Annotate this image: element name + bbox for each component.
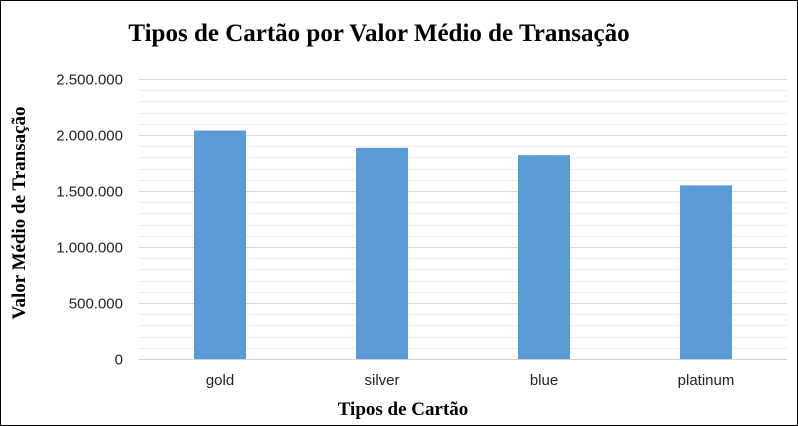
y-tick-label: 1.500.000 (56, 184, 123, 201)
y-tick-labels: 0 500.000 1.000.000 1.500.000 2.000.000 2.500… (56, 72, 123, 369)
x-tick-label-platinum: platinum (678, 372, 735, 389)
bar-silver (356, 147, 408, 359)
bar-blue (518, 155, 570, 359)
gridlines (139, 79, 787, 360)
x-axis-title: Tipos de Cartão (338, 399, 469, 420)
x-tick-label-blue: blue (530, 372, 558, 389)
y-tick-label: 1.000.000 (56, 240, 123, 257)
bar-platinum (680, 185, 732, 359)
y-tick-label: 500.000 (69, 296, 123, 313)
y-tick-label: 2.500.000 (56, 72, 123, 89)
y-tick-label: 0 (115, 352, 123, 369)
bars (194, 130, 732, 359)
y-axis-title: Valor Médio de Transação (9, 106, 30, 319)
y-tick-label: 2.000.000 (56, 128, 123, 145)
x-tick-label-silver: silver (364, 372, 399, 389)
bar-gold (194, 130, 246, 359)
chart-title: Tipos de Cartão por Valor Médio de Trans… (128, 20, 629, 47)
x-tick-label-gold: gold (206, 372, 234, 389)
x-tick-labels: gold silver blue platinum (206, 372, 735, 389)
